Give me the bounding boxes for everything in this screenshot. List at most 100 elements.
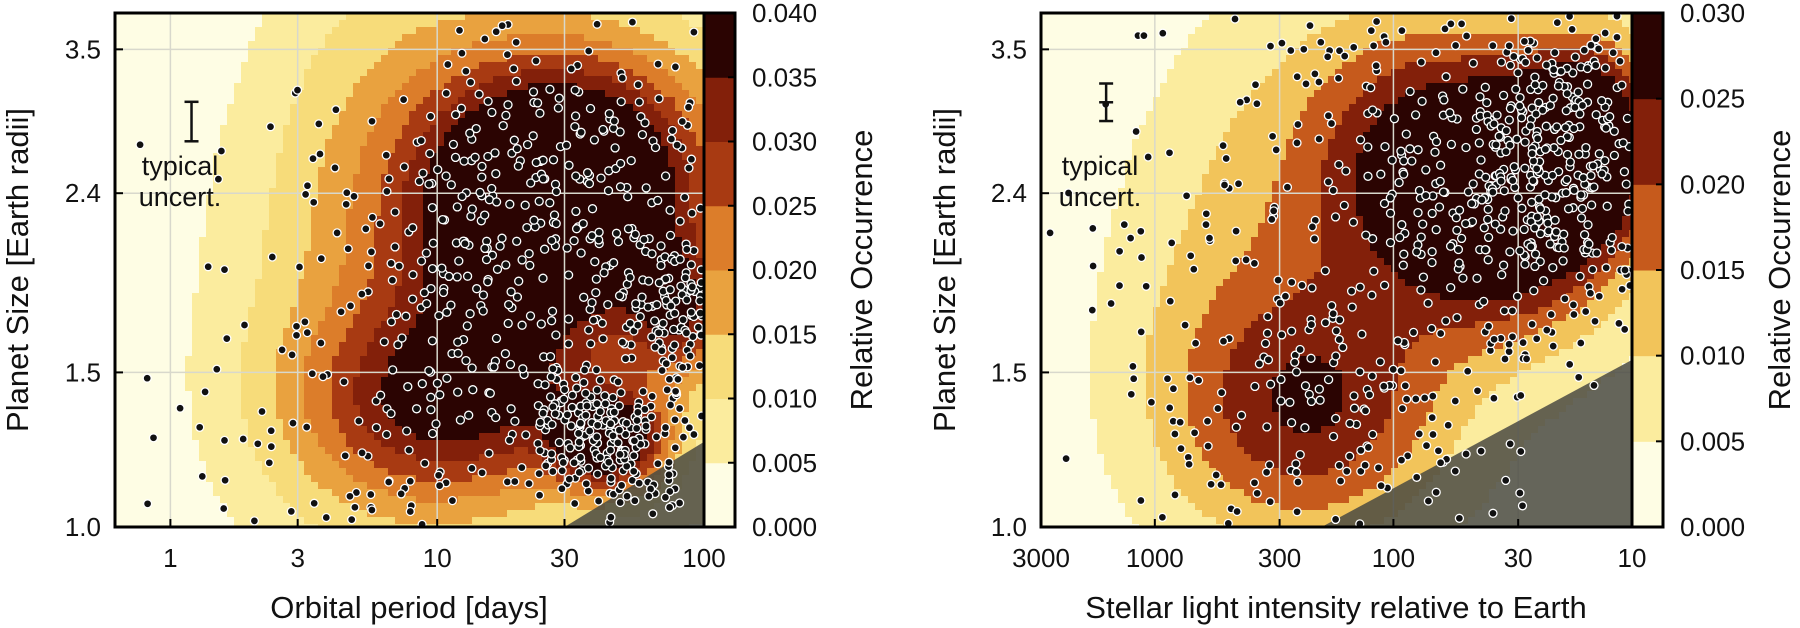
heatmap-cell	[157, 293, 165, 301]
heatmap-cell	[402, 342, 410, 350]
heatmap-cell	[332, 314, 340, 322]
heatmap-cell	[535, 153, 543, 161]
heatmap-cell	[521, 132, 529, 140]
heatmap-cell	[430, 20, 438, 28]
heatmap-cell	[353, 13, 361, 21]
heatmap-cell	[269, 405, 277, 413]
heatmap-cell	[339, 251, 347, 259]
heatmap-cell	[178, 468, 186, 476]
heatmap-cell	[458, 41, 466, 49]
heatmap-cell	[269, 510, 277, 518]
heatmap-cell	[318, 314, 326, 322]
heatmap-cell	[367, 174, 375, 182]
heatmap-cell	[332, 237, 340, 245]
heatmap-cell	[255, 300, 263, 308]
heatmap-cell	[472, 328, 480, 336]
heatmap-cell	[178, 258, 186, 266]
heatmap-cell	[143, 20, 151, 28]
heatmap-cell	[332, 419, 340, 427]
heatmap-cell	[269, 216, 277, 224]
heatmap-cell	[346, 174, 354, 182]
heatmap-cell	[430, 251, 438, 259]
heatmap-cell	[192, 181, 200, 189]
heatmap-cell	[297, 398, 305, 406]
heatmap-cell	[297, 230, 305, 238]
heatmap-cell	[472, 237, 480, 245]
heatmap-cell	[472, 300, 480, 308]
heatmap-cell	[346, 405, 354, 413]
heatmap-cell	[514, 244, 522, 252]
heatmap-cell	[164, 503, 172, 511]
heatmap-cell	[206, 41, 214, 49]
heatmap-cell	[521, 230, 529, 238]
heatmap-cell	[269, 335, 277, 343]
heatmap-cell	[143, 335, 151, 343]
heatmap-cell	[269, 300, 277, 308]
heatmap-cell	[444, 118, 452, 126]
heatmap-cell	[514, 412, 522, 420]
heatmap-cell	[332, 461, 340, 469]
heatmap-cell	[570, 482, 578, 490]
heatmap-cell	[493, 125, 501, 133]
heatmap-cell	[367, 293, 375, 301]
heatmap-cell	[192, 377, 200, 385]
heatmap-cell	[255, 139, 263, 147]
heatmap-cell	[507, 328, 515, 336]
heatmap-cell	[521, 41, 529, 49]
heatmap-cell	[290, 237, 298, 245]
heatmap-cell	[150, 69, 158, 77]
heatmap-cell	[276, 314, 284, 322]
heatmap-cell	[465, 83, 473, 91]
heatmap-cell	[507, 496, 515, 504]
heatmap-cell	[360, 174, 368, 182]
heatmap-cell	[276, 104, 284, 112]
heatmap-cell	[129, 426, 137, 434]
heatmap-cell	[269, 272, 277, 280]
heatmap-cell	[220, 69, 228, 77]
heatmap-cell	[150, 125, 158, 133]
heatmap-cell	[213, 139, 221, 147]
heatmap-cell	[276, 146, 284, 154]
heatmap-cell	[241, 279, 249, 287]
heatmap-cell	[521, 146, 529, 154]
heatmap-cell	[458, 111, 466, 119]
heatmap-cell	[136, 237, 144, 245]
heatmap-cell	[577, 279, 585, 287]
heatmap-cell	[465, 447, 473, 455]
heatmap-cell	[437, 293, 445, 301]
heatmap-cell	[346, 230, 354, 238]
heatmap-cell	[234, 454, 242, 462]
heatmap-cell	[395, 447, 403, 455]
heatmap-cell	[577, 489, 585, 497]
heatmap-cell	[416, 153, 424, 161]
heatmap-cell	[535, 454, 543, 462]
heatmap-cell	[465, 517, 473, 525]
heatmap-cell	[472, 468, 480, 476]
heatmap-cell	[311, 419, 319, 427]
heatmap-cell	[157, 489, 165, 497]
heatmap-cell	[318, 286, 326, 294]
heatmap-cell	[577, 300, 585, 308]
heatmap-cell	[311, 258, 319, 266]
heatmap-cell	[570, 216, 578, 224]
heatmap-cell	[367, 363, 375, 371]
heatmap-cell	[206, 496, 214, 504]
heatmap-cell	[444, 398, 452, 406]
heatmap-cell	[444, 230, 452, 238]
heatmap-cell	[381, 251, 389, 259]
heatmap-cell	[248, 111, 256, 119]
heatmap-cell	[115, 244, 123, 252]
heatmap-cell	[150, 328, 158, 336]
heatmap-cell	[269, 48, 277, 56]
heatmap-cell	[479, 356, 487, 364]
heatmap-cell	[276, 405, 284, 413]
heatmap-cell	[577, 195, 585, 203]
heatmap-cell	[248, 433, 256, 441]
heatmap-cell	[220, 216, 228, 224]
heatmap-cell	[556, 55, 564, 63]
heatmap-cell	[360, 76, 368, 84]
heatmap-cell	[255, 111, 263, 119]
heatmap-cell	[514, 363, 522, 371]
heatmap-cell	[234, 202, 242, 210]
heatmap-cell	[416, 391, 424, 399]
